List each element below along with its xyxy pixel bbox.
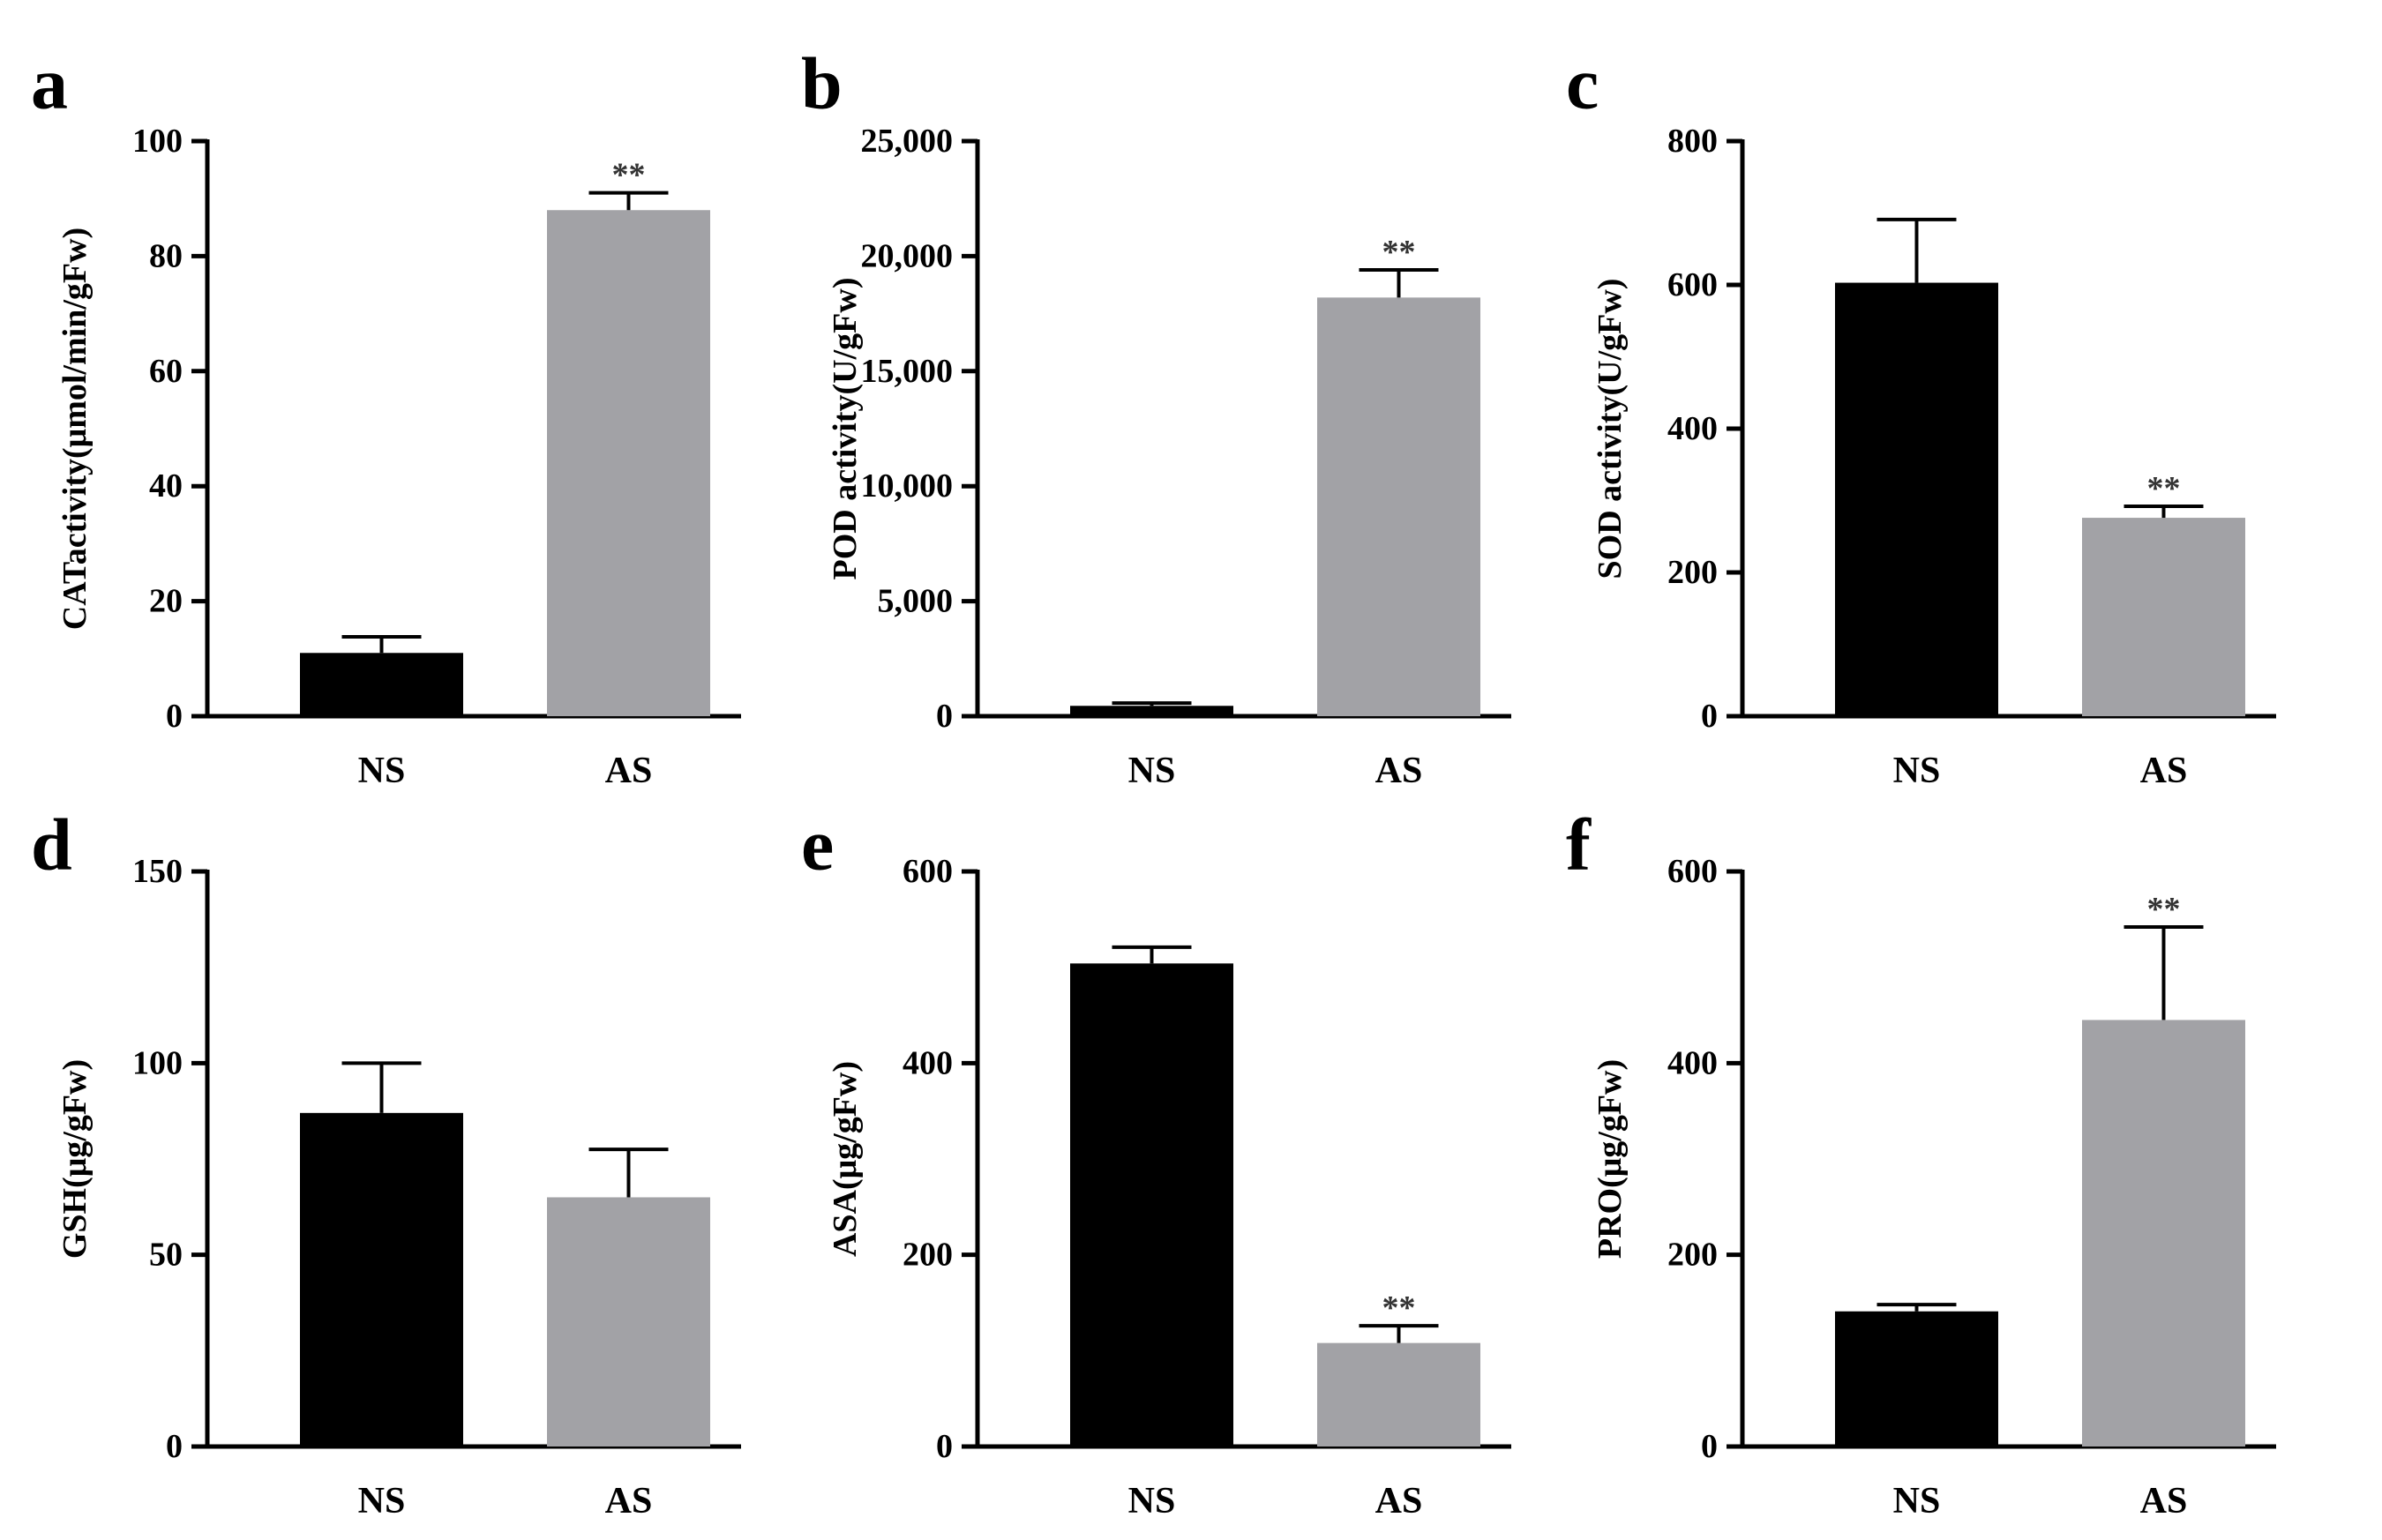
bar-as: [1317, 297, 1480, 716]
x-category-label: AS: [2140, 1481, 2188, 1521]
y-tick-label: 20,000: [861, 237, 954, 274]
bar-as: [547, 1197, 710, 1447]
x-category-label: AS: [2140, 751, 2188, 791]
bar-ns: [300, 653, 463, 716]
chart-panel-f: f 0 200 400 600 PRO(μg/gFw) NS ** AS: [1566, 804, 2276, 1521]
y-tick-label: 400: [1667, 1044, 1718, 1081]
y-tick-label: 600: [903, 853, 953, 890]
bar-as: [1317, 1342, 1480, 1447]
x-category-label: NS: [1893, 1481, 1941, 1521]
x-category-label: NS: [358, 751, 406, 791]
bar-ns: [1835, 1311, 1998, 1447]
chart-panel-e: e 0 200 400 600 ASA(μg/gFw) NS ** AS: [801, 804, 1511, 1521]
y-tick-label: 80: [149, 237, 183, 274]
y-tick-label: 200: [1667, 554, 1718, 591]
significance-marker: **: [1382, 1290, 1416, 1327]
y-tick-label: 50: [149, 1237, 183, 1274]
chart-panel-d: d 0 50 100 150 GSH(μg/gFw) NS AS: [31, 804, 741, 1521]
y-tick-label: 200: [903, 1237, 953, 1274]
y-tick-label: 20: [149, 583, 183, 620]
y-tick-label: 150: [132, 853, 183, 890]
panel-letter: f: [1566, 804, 1592, 886]
y-tick-label: 0: [166, 1428, 183, 1465]
panel-letter: e: [801, 804, 834, 886]
x-category-label: NS: [358, 1481, 406, 1521]
y-tick-label: 0: [936, 1428, 953, 1465]
y-tick-label: 0: [166, 698, 183, 735]
y-axis-title: GSH(μg/gFw): [56, 1059, 94, 1259]
x-category-label: AS: [605, 1481, 653, 1521]
y-tick-label: 400: [903, 1044, 953, 1081]
x-category-label: AS: [1375, 1481, 1423, 1521]
y-tick-label: 100: [132, 123, 183, 160]
y-tick-label: 60: [149, 353, 183, 390]
y-tick-label: 10,000: [861, 467, 954, 505]
y-tick-label: 0: [1701, 1428, 1718, 1465]
bar-as: [2082, 1020, 2245, 1447]
significance-marker: **: [2147, 891, 2181, 928]
y-tick-label: 600: [1667, 853, 1718, 890]
panel-letter: a: [31, 43, 68, 125]
y-tick-label: 5,000: [878, 583, 954, 620]
x-category-label: AS: [1375, 751, 1423, 791]
significance-marker: **: [1382, 234, 1416, 271]
y-tick-label: 200: [1667, 1237, 1718, 1274]
y-tick-label: 40: [149, 467, 183, 505]
panel-letter: c: [1566, 43, 1599, 125]
y-tick-label: 400: [1667, 410, 1718, 447]
bar-ns: [300, 1112, 463, 1447]
y-tick-label: 800: [1667, 123, 1718, 160]
chart-panel-c: c 0 200 400 600 800 SOD activity(U/gFw) NS ** AS: [1566, 43, 2276, 791]
bar-ns: [1070, 963, 1233, 1447]
chart-panel-b: b 0 5,000 10,000 15,000 20,000 25,000 POD activ…: [801, 43, 1511, 791]
y-axis-title: SOD activity(U/gFw): [1592, 279, 1629, 579]
bar-as: [2082, 518, 2245, 716]
y-tick-label: 0: [1701, 698, 1718, 735]
panel-letter: b: [801, 43, 843, 125]
bar-ns: [1835, 282, 1998, 716]
y-axis-title: POD activity(U/gFw): [827, 278, 864, 580]
panel-letter: d: [31, 804, 72, 886]
y-axis-title: CATactivity(μmol/min/gFw): [56, 228, 94, 630]
x-category-label: AS: [605, 751, 653, 791]
significance-marker: **: [2147, 470, 2181, 507]
y-tick-label: 100: [132, 1044, 183, 1081]
bar-as: [547, 210, 710, 717]
y-axis-title: PRO(μg/gFw): [1592, 1059, 1629, 1259]
significance-marker: **: [612, 157, 646, 194]
x-category-label: NS: [1128, 751, 1176, 791]
y-tick-label: 600: [1667, 266, 1718, 303]
x-category-label: NS: [1128, 1481, 1176, 1521]
bar-ns: [1070, 706, 1233, 716]
y-tick-label: 25,000: [861, 123, 954, 160]
y-tick-label: 0: [936, 698, 953, 735]
y-axis-title: ASA(μg/gFw): [827, 1061, 864, 1257]
y-tick-label: 15,000: [861, 353, 954, 390]
chart-panel-a: a 0 20 40 60 80 100 CATactivity(μmol/min/gFw) NS…: [31, 43, 741, 791]
x-category-label: NS: [1893, 751, 1941, 791]
